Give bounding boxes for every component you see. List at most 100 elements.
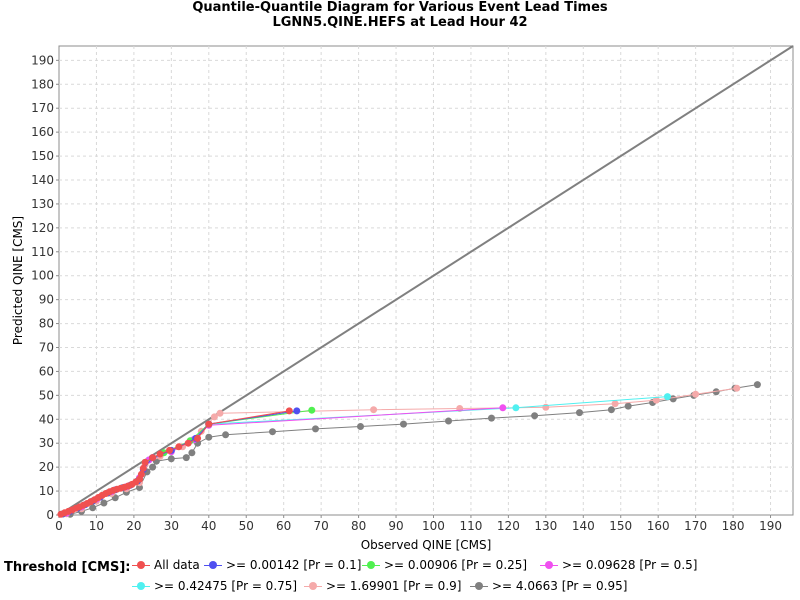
data-point xyxy=(184,439,192,447)
x-tick-label: 130 xyxy=(534,519,557,533)
x-tick-label: 40 xyxy=(201,519,216,533)
y-tick-label: 40 xyxy=(39,412,54,426)
x-tick-label: 170 xyxy=(684,519,707,533)
data-point xyxy=(89,504,97,512)
data-point xyxy=(210,413,218,421)
data-point xyxy=(308,406,316,414)
x-tick-label: 90 xyxy=(388,519,403,533)
legend-swatch xyxy=(540,560,558,570)
y-tick-label: 100 xyxy=(31,269,54,283)
x-tick-label: 140 xyxy=(572,519,595,533)
data-point xyxy=(139,464,147,472)
data-point xyxy=(136,484,143,491)
data-point xyxy=(712,388,720,396)
y-tick-label: 30 xyxy=(39,436,54,450)
x-tick-label: 20 xyxy=(126,519,141,533)
y-tick-label: 120 xyxy=(31,221,54,235)
y-tick-label: 140 xyxy=(31,173,54,187)
data-point xyxy=(624,402,632,410)
legend-label: All data xyxy=(154,558,200,572)
data-point xyxy=(576,409,583,417)
legend-swatch xyxy=(132,581,150,591)
data-point xyxy=(216,409,224,417)
legend-item-6: >= 4.0663 [Pr = 0.95] xyxy=(470,579,627,593)
x-tick-label: 50 xyxy=(239,519,254,533)
x-tick-label: 80 xyxy=(351,519,366,533)
grid-lines xyxy=(59,46,793,515)
data-point xyxy=(753,381,761,389)
legend-label: >= 1.69901 [Pr = 0.9] xyxy=(326,579,462,593)
data-point xyxy=(149,463,157,471)
y-axis-label: Predicted QINE [CMS] xyxy=(11,216,25,345)
data-point xyxy=(188,449,196,457)
data-point xyxy=(285,407,293,415)
y-tick-label: 190 xyxy=(31,53,54,67)
reference-line xyxy=(58,45,794,516)
y-tick-label: 0 xyxy=(46,508,54,522)
legend-swatch xyxy=(132,560,150,570)
data-point xyxy=(141,458,149,466)
y-tick-label: 20 xyxy=(39,460,54,474)
x-tick-label: 60 xyxy=(276,519,291,533)
reference-line-layer xyxy=(58,45,794,516)
legend-swatch xyxy=(204,560,222,570)
data-point xyxy=(611,400,619,408)
x-tick-label: 30 xyxy=(164,519,179,533)
data-point xyxy=(370,406,378,414)
y-tick-label: 170 xyxy=(31,101,54,115)
y-tick-label: 60 xyxy=(39,364,54,378)
data-point xyxy=(167,455,175,463)
legend-swatch xyxy=(470,581,488,591)
data-point xyxy=(269,428,276,436)
legend-item-0: All data xyxy=(132,558,200,572)
x-tick-label: 70 xyxy=(314,519,329,533)
data-point xyxy=(531,412,539,420)
y-tick-label: 10 xyxy=(39,484,54,498)
data-point xyxy=(137,470,145,478)
y-tick-label: 150 xyxy=(31,149,54,163)
x-axis-ticks: 0 10 20 30 40 50 60 70 80 90 100 110 120 130 140 150 160… xyxy=(55,515,782,533)
legend-label: >= 0.09628 [Pr = 0.5] xyxy=(562,558,698,572)
legend-title: Threshold [CMS]: xyxy=(4,560,131,575)
x-tick-label: 160 xyxy=(647,519,670,533)
legend-item-1: >= 0.00142 [Pr = 0.1] xyxy=(204,558,361,572)
data-point xyxy=(156,450,164,458)
data-point xyxy=(488,414,495,422)
x-tick-label: 190 xyxy=(759,519,782,533)
y-tick-label: 90 xyxy=(39,293,54,307)
chart-title-line-1: Quantile-Quantile Diagram for Various Ev… xyxy=(192,0,608,15)
y-tick-label: 180 xyxy=(31,77,54,91)
data-point xyxy=(205,420,213,428)
data-point xyxy=(100,499,108,507)
data-point xyxy=(205,433,213,441)
data-point xyxy=(182,454,190,462)
series-0 xyxy=(57,407,293,518)
x-axis-label: Observed QINE [CMS] xyxy=(361,538,492,552)
legend-label: >= 0.00906 [Pr = 0.25] xyxy=(384,558,528,572)
chart-title-line-2: LGNN5.QINE.HEFS at Lead Hour 42 xyxy=(272,15,528,30)
data-point xyxy=(652,396,660,404)
data-point xyxy=(499,404,507,412)
legend-label: >= 4.0663 [Pr = 0.95] xyxy=(492,579,628,593)
data-point xyxy=(607,406,615,414)
legend-swatch xyxy=(304,581,322,591)
x-tick-label: 150 xyxy=(609,519,632,533)
y-axis-ticks: 0 10 20 30 40 50 60 70 80 90 100 110 120 130 140 150 160… xyxy=(31,53,59,522)
series-layer xyxy=(57,381,761,518)
data-point xyxy=(166,446,173,454)
y-tick-label: 50 xyxy=(39,388,54,402)
y-tick-label: 160 xyxy=(31,125,54,139)
x-tick-label: 10 xyxy=(89,519,104,533)
x-tick-label: 0 xyxy=(55,519,63,533)
data-point xyxy=(400,420,407,428)
qq-plot: 0 10 20 30 40 50 60 70 80 90 100 110 120 130 140 150 160… xyxy=(11,45,794,552)
legend-item-3: >= 0.09628 [Pr = 0.5] xyxy=(540,558,697,572)
legend-swatch xyxy=(362,560,380,570)
x-tick-label: 180 xyxy=(722,519,745,533)
data-point xyxy=(293,407,301,415)
y-tick-label: 110 xyxy=(31,245,54,259)
chart-title: Quantile-Quantile Diagram for Various Ev… xyxy=(0,0,800,30)
data-point xyxy=(542,403,550,411)
legend-item-5: >= 1.69901 [Pr = 0.9] xyxy=(304,579,461,593)
data-point xyxy=(222,431,230,439)
